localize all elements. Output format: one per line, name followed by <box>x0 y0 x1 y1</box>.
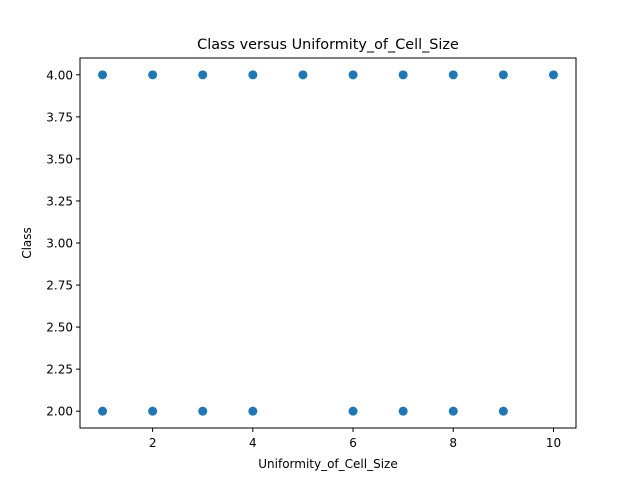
x-axis-label: Uniformity_of_Cell_Size <box>258 457 397 471</box>
data-point <box>498 70 508 80</box>
y-tick-label: 3.25 <box>46 194 73 208</box>
y-tick-label: 2.50 <box>46 321 73 335</box>
x-tick-label: 2 <box>149 436 157 450</box>
y-axis-ticks: 2.00 2.25 2.50 2.75 3.00 3.25 3.50 3.75 4.00 <box>46 68 80 419</box>
x-tick-label: 8 <box>449 436 457 450</box>
x-tick-label: 6 <box>349 436 357 450</box>
data-point <box>198 70 208 80</box>
data-point <box>448 406 458 416</box>
y-tick-label: 3.00 <box>46 237 73 251</box>
y-tick-label: 2.00 <box>46 405 73 419</box>
y-tick-label: 4.00 <box>46 68 73 82</box>
data-point <box>448 70 458 80</box>
data-point <box>348 70 358 80</box>
y-axis-label: Class <box>20 227 34 259</box>
data-point <box>398 70 408 80</box>
data-point <box>248 70 258 80</box>
data-point <box>198 406 208 416</box>
data-point <box>98 406 108 416</box>
data-point <box>248 406 258 416</box>
x-axis-ticks: 2 4 6 8 10 <box>149 428 561 450</box>
y-tick-label: 2.75 <box>46 279 73 293</box>
chart-title: Class versus Uniformity_of_Cell_Size <box>197 37 459 53</box>
data-point <box>298 70 308 80</box>
data-point <box>398 406 408 416</box>
data-point <box>498 406 508 416</box>
data-point <box>148 70 158 80</box>
x-tick-label: 4 <box>249 436 257 450</box>
data-point <box>348 406 358 416</box>
data-point <box>148 406 158 416</box>
y-tick-label: 2.25 <box>46 363 73 377</box>
data-point <box>548 70 558 80</box>
data-points <box>98 70 558 416</box>
x-tick-label: 10 <box>546 436 561 450</box>
y-tick-label: 3.50 <box>46 152 73 166</box>
data-point <box>98 70 108 80</box>
y-tick-label: 3.75 <box>46 110 73 124</box>
